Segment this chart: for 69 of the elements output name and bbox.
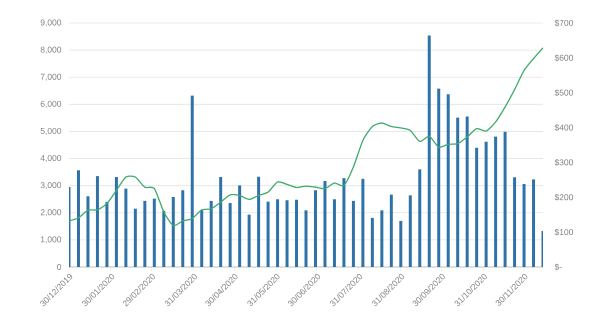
bar	[134, 208, 137, 267]
bar	[238, 185, 242, 267]
y-tick-label: 9,000	[40, 20, 62, 26]
bar	[143, 200, 146, 267]
bar	[248, 214, 251, 267]
y2-tick-label: $500	[554, 89, 574, 96]
bar	[418, 169, 422, 267]
bar	[228, 203, 232, 267]
bar	[124, 188, 128, 267]
y2-tick-label: $300	[554, 159, 574, 166]
bar	[286, 200, 289, 267]
bar	[361, 178, 364, 267]
y-tick-label: 8,000	[40, 46, 62, 54]
y-tick-label: 6,000	[40, 100, 62, 108]
y-tick-label: 4,000	[40, 155, 62, 162]
bar	[323, 181, 326, 267]
bar	[408, 195, 412, 267]
y-tick-label: 2,000	[40, 209, 62, 216]
bar	[399, 220, 402, 267]
bar	[370, 218, 374, 267]
y-tick-label: 1,000	[40, 236, 62, 244]
y-tick-label: 5,000	[40, 128, 62, 135]
bar	[276, 199, 280, 267]
bar	[428, 35, 431, 267]
bar	[210, 200, 213, 267]
bar	[466, 116, 469, 267]
bar	[257, 176, 260, 267]
bar	[152, 198, 156, 267]
bar	[96, 176, 99, 267]
line-series	[69, 47, 544, 226]
y2-tick-label: $200	[554, 194, 574, 201]
bar	[105, 202, 108, 267]
bar	[200, 210, 204, 267]
bar	[522, 184, 526, 267]
bar	[219, 176, 222, 267]
bar	[352, 200, 355, 267]
y-tick-label: 0	[57, 264, 62, 270]
bar	[484, 142, 488, 267]
bar	[266, 202, 270, 267]
bar	[513, 177, 516, 267]
y2-tick-label: $700	[554, 20, 574, 26]
bar	[304, 210, 308, 267]
y-tick-label: 3,000	[40, 182, 62, 190]
bar	[390, 194, 393, 267]
bar	[475, 148, 478, 267]
bar	[162, 210, 166, 267]
y2-tick-label: $-	[554, 264, 562, 270]
y2-tick-label: $100	[554, 228, 574, 236]
bar	[172, 197, 175, 267]
bar	[437, 88, 440, 267]
y2-tick-label: $600	[554, 54, 574, 62]
y2-tick-label: $400	[554, 124, 574, 132]
bar	[494, 136, 498, 267]
bar	[314, 190, 317, 267]
bar	[114, 176, 118, 267]
bar	[380, 210, 384, 267]
bar	[332, 199, 336, 267]
y-tick-label: 7,000	[40, 74, 62, 81]
bar	[456, 118, 460, 267]
bar	[446, 94, 450, 267]
bar	[295, 200, 298, 267]
bar	[86, 196, 90, 267]
bar	[76, 170, 80, 267]
bar	[342, 178, 346, 267]
bar	[504, 132, 507, 267]
bar	[181, 190, 184, 267]
bar	[542, 230, 544, 267]
bar	[532, 179, 536, 267]
bar	[190, 96, 194, 267]
